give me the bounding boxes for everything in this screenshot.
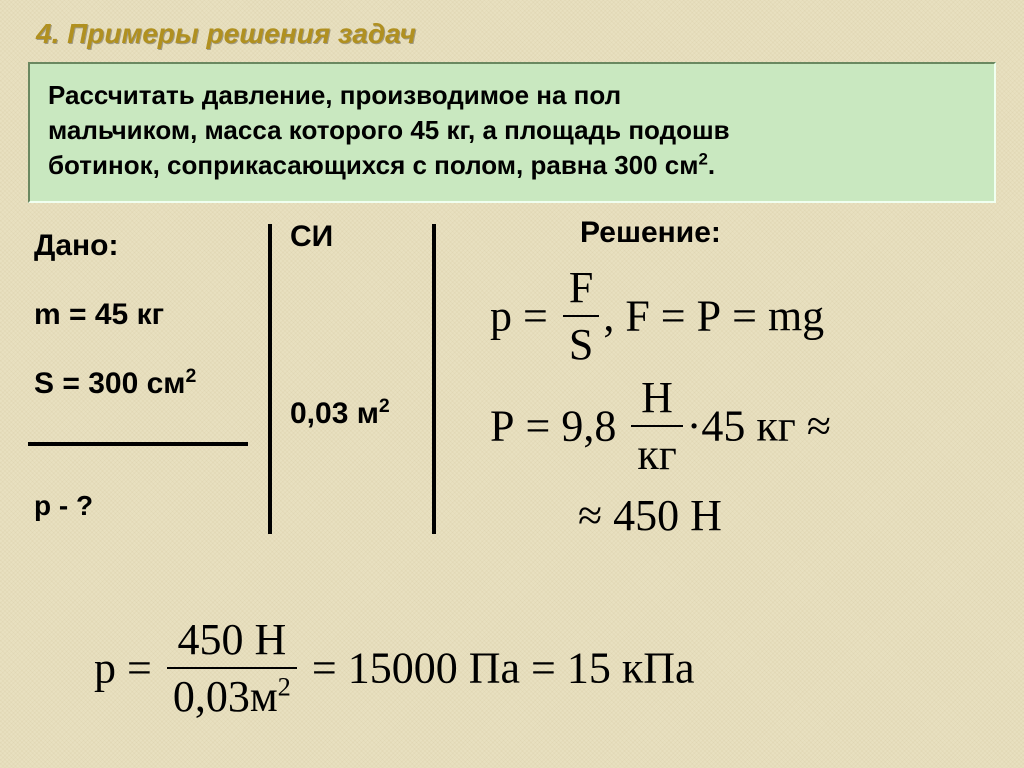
f1-num: F — [563, 262, 599, 317]
f4-den-val: 0,03м — [173, 672, 278, 721]
problem-sup: 2 — [699, 150, 708, 169]
given-label: Дано: — [34, 220, 196, 271]
problem-line3: ботинок, соприкасающихся с полом, равна … — [48, 150, 699, 180]
f2-frac: Нкг — [631, 372, 682, 480]
f2-eq: = — [514, 402, 561, 451]
f1-den: S — [563, 317, 599, 370]
f4-res-eq: = — [301, 644, 348, 693]
f4-eq: = — [116, 644, 163, 693]
f4-res2: 15 кПа — [567, 644, 695, 693]
f2-approx: ≈ — [796, 402, 831, 451]
f4-num: 450 Н — [167, 614, 297, 669]
f1-F: F — [625, 292, 649, 341]
f1-P: P — [697, 292, 721, 341]
f4-den: 0,03м2 — [167, 669, 297, 722]
given-area: S = 300 см2 — [34, 358, 196, 409]
f1-eq2: = — [721, 292, 768, 341]
f4-den-sup: 2 — [278, 671, 291, 701]
f4-frac: 450 Н0,03м2 — [167, 614, 297, 722]
given-block: Дано: m = 45 кг S = 300 см2 — [34, 220, 196, 427]
f2-val: 9,8 — [561, 402, 616, 451]
given-area-text: S = 300 см — [34, 367, 185, 400]
f4-res1: 15000 Па — [348, 644, 520, 693]
f2-mass: 45 кг — [701, 402, 795, 451]
f2-den: кг — [631, 427, 682, 480]
problem-line2: мальчиком, масса которого 45 кг, а площа… — [48, 115, 730, 145]
f2-dot: · — [687, 402, 702, 451]
f4-p: p — [94, 644, 116, 693]
problem-line1: Рассчитать давление, производимое на пол — [48, 80, 621, 110]
f1-comma: , — [603, 292, 614, 341]
given-underline — [28, 442, 248, 446]
formula-pressure-def: p = FS, F = P = mg — [490, 262, 824, 370]
formula-weight: P = 9,8 Нкг·45 кг ≈ — [490, 372, 831, 480]
f1-eq1: = — [650, 292, 697, 341]
f1-eq: = — [512, 292, 559, 341]
f3-approx: ≈ — [578, 491, 613, 540]
si-area-sup: 2 — [379, 395, 390, 417]
f3-val: 450 Н — [613, 491, 722, 540]
f4-res-eq2: = — [520, 644, 567, 693]
given-mass: m = 45 кг — [34, 289, 196, 340]
given-unknown: p - ? — [34, 490, 93, 522]
si-area: 0,03 м2 — [290, 395, 390, 431]
divider-si-solution — [432, 224, 436, 534]
formula-weight-result: ≈ 450 Н — [578, 490, 722, 541]
section-title: 4. Примеры решения задач — [36, 18, 416, 50]
f1-p: p — [490, 292, 512, 341]
problem-statement: Рассчитать давление, производимое на пол… — [28, 62, 996, 203]
f1-frac: FS — [563, 262, 599, 370]
si-label: СИ — [290, 220, 333, 254]
divider-given-si — [268, 224, 272, 534]
f1-mg: mg — [768, 292, 824, 341]
si-area-val: 0,03 м — [290, 397, 379, 430]
given-area-sup: 2 — [185, 365, 196, 387]
solution-label: Решение: — [580, 216, 721, 250]
problem-trail: . — [708, 150, 715, 180]
f2-P: P — [490, 402, 514, 451]
f2-num: Н — [631, 372, 682, 427]
formula-pressure-result: p = 450 Н0,03м2 = 15000 Па = 15 кПа — [94, 614, 695, 722]
